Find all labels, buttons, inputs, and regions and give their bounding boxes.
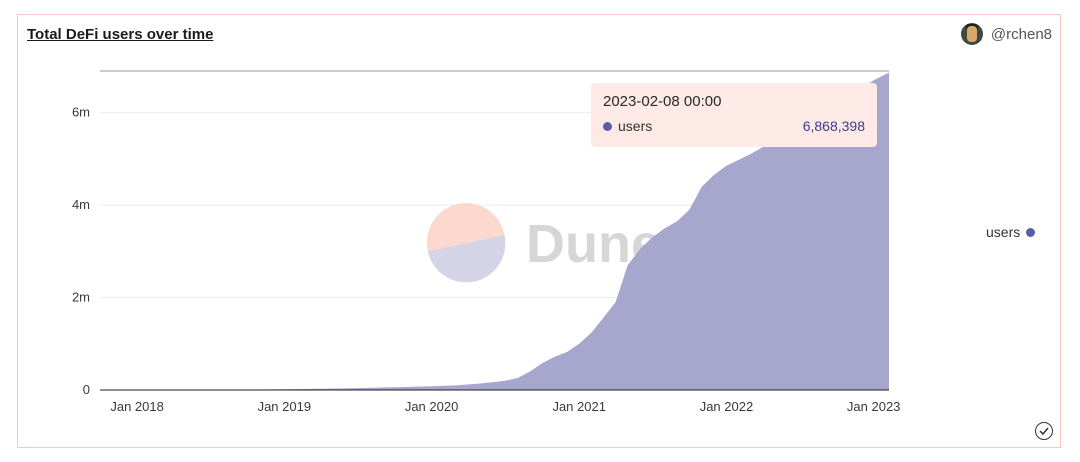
tooltip-date: 2023-02-08 00:00 [603, 93, 722, 110]
watermark-logo-bottom [427, 235, 506, 283]
dune-watermark: Dune [427, 203, 661, 283]
check-circle-icon[interactable] [1035, 422, 1053, 440]
avatar-face [966, 26, 977, 42]
x-axis: Jan 2018 Jan 2019 Jan 2020 Jan 2021 Jan 2022… [110, 399, 900, 414]
avatar[interactable] [960, 23, 983, 45]
y-axis: 0 2m 4m 6m [72, 105, 90, 397]
legend-item-users[interactable]: users [986, 224, 1036, 240]
x-tick-label: Jan 2019 [258, 399, 312, 414]
y-tick-label: 2m [72, 290, 90, 305]
chart-title[interactable]: Total DeFi users over time [27, 26, 214, 43]
author-badge[interactable]: @rchen8 [960, 23, 1052, 45]
hover-tooltip: 2023-02-08 00:00 users 6,868,398 [591, 83, 877, 147]
chart-card: Total DeFi users over time @rchen8 Dune … [17, 14, 1061, 448]
y-tick-label: 6m [72, 105, 90, 120]
tooltip-series-name: users [618, 118, 653, 134]
x-tick-label: Jan 2021 [552, 399, 606, 414]
x-tick-label: Jan 2022 [700, 399, 754, 414]
tooltip-series-dot [603, 121, 612, 131]
tooltip-row: users 6,868,398 [603, 118, 865, 134]
legend-dot [1026, 227, 1036, 237]
x-tick-label: Jan 2018 [110, 399, 164, 414]
users-area[interactable] [100, 72, 889, 391]
tooltip-value: 6,868,398 [802, 118, 865, 134]
x-tick-label: Jan 2020 [405, 399, 459, 414]
y-tick-label: 0 [83, 382, 90, 397]
checkmark-icon [1039, 427, 1049, 435]
x-tick-label: Jan 2023 [847, 399, 901, 414]
y-tick-label: 4m [72, 197, 90, 212]
legend-label: users [986, 224, 1021, 240]
author-name[interactable]: @rchen8 [990, 25, 1052, 43]
